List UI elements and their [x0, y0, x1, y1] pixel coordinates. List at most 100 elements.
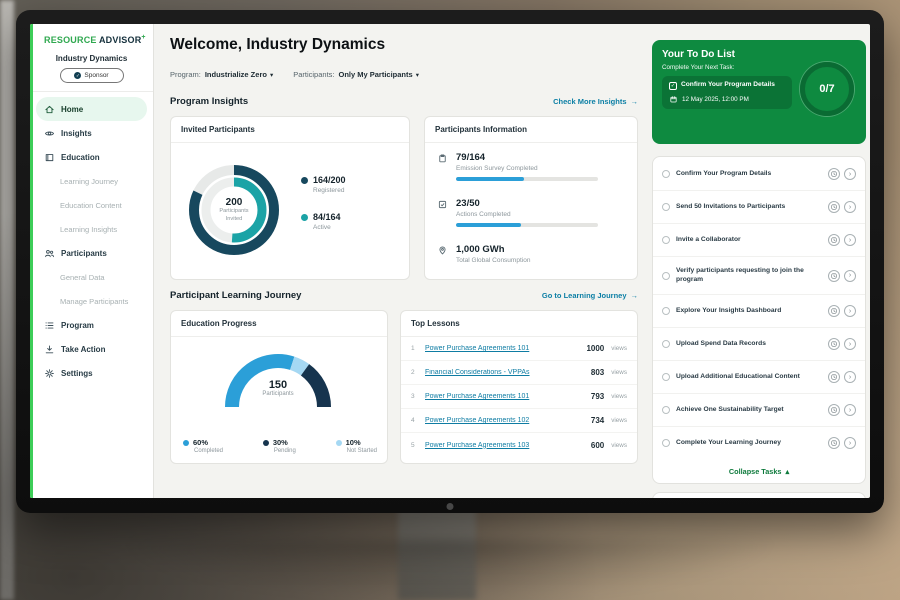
lesson-row: 5 Power Purchase Agreements 103 600 view…	[411, 440, 627, 450]
clock-icon	[828, 338, 840, 351]
arrow-right-icon: →	[630, 97, 639, 106]
legend-dot	[335, 439, 342, 446]
lesson-row: 2 Financial Considerations - VPPAs 803 v…	[401, 361, 637, 385]
legend-active: 84/164 Active	[301, 212, 346, 231]
task-row[interactable]: Upload Spend Data Records ›	[653, 328, 865, 362]
task-row[interactable]: Achieve One Sustainability Target ›	[653, 394, 865, 428]
task-radio[interactable]	[662, 373, 670, 382]
clock-icon	[828, 201, 840, 213]
sidebar-item-label: Settings	[61, 368, 93, 378]
sidebar-item-settings[interactable]: Settings	[30, 361, 153, 385]
lesson-link[interactable]: Financial Considerations - VPPAs	[425, 369, 530, 376]
main-content: Welcome, Industry Dynamics Program: Indu…	[154, 24, 652, 498]
todo-subtitle: Complete Your Next Task:	[662, 64, 735, 71]
invited-legend: 164/200 Registered 84/164 Active	[301, 175, 346, 231]
program-select[interactable]: Program: Industrialize Zero ▾	[170, 70, 273, 79]
gear-icon	[44, 368, 55, 379]
sidebar-item-take-action[interactable]: Take Action	[30, 337, 153, 361]
task-row[interactable]: Send 50 Invitations to Participants ›	[653, 191, 865, 224]
gauge-center-value: 150	[268, 379, 288, 391]
sidebar-item-education[interactable]: Education	[30, 145, 153, 169]
lesson-link[interactable]: Power Purchase Agreements 103	[425, 441, 530, 449]
legend-not-started: 10% Not Started	[335, 438, 377, 454]
todo-progress-value: 0/7	[819, 83, 835, 95]
task-row[interactable]: Upload Additional Educational Content ›	[653, 361, 865, 395]
task-radio[interactable]	[662, 340, 670, 349]
sidebar-item-program[interactable]: Program	[30, 313, 153, 337]
app-logo: RESOURCE ADVISOR+	[30, 24, 153, 45]
next-task-due: 12 May 2025, 12:00 PM	[669, 95, 785, 104]
legend-completed: 60% Completed	[183, 438, 223, 454]
clock-icon	[828, 168, 840, 180]
chevron-right-icon[interactable]: ›	[844, 269, 856, 282]
background-wall-strip	[0, 0, 14, 600]
chevron-right-icon[interactable]: ›	[844, 201, 856, 213]
task-row[interactable]: Complete Your Learning Journey ›	[653, 427, 865, 459]
task-row[interactable]: Invite a Collaborator ›	[653, 224, 865, 257]
chevron-right-icon[interactable]: ›	[844, 305, 856, 318]
clock-icon	[828, 371, 840, 384]
lesson-link[interactable]: Power Purchase Agreements 102	[425, 417, 530, 424]
task-row[interactable]: Verify participants requesting to join t…	[653, 257, 865, 296]
sidebar-item-education-content[interactable]: Education Content	[30, 193, 153, 217]
info-row-actions: 23/50 Actions Completed	[425, 189, 637, 235]
sidebar-item-label: General Data	[60, 272, 105, 282]
donut-center-label: Participants	[219, 208, 249, 215]
check-more-insights-link[interactable]: Check More Insights →	[553, 97, 638, 106]
sponsor-badge[interactable]: ✓ Sponsor	[59, 68, 124, 83]
go-to-learning-journey-link[interactable]: Go to Learning Journey →	[541, 291, 638, 300]
participants-value: Only My Participants	[338, 70, 413, 79]
book-icon	[44, 152, 55, 163]
emission-progress-bar	[456, 177, 598, 181]
legend-dot	[301, 176, 308, 184]
sidebar-item-label: Education Content	[60, 200, 122, 210]
lesson-link[interactable]: Power Purchase Agreements 101	[425, 393, 530, 400]
monitor-bezel: RESOURCE ADVISOR+ Industry Dynamics ✓ Sp…	[16, 10, 884, 513]
sidebar-item-learning-journey[interactable]: Learning Journey	[30, 169, 153, 193]
home-icon	[44, 104, 55, 115]
logo-plus: +	[141, 34, 146, 41]
task-radio[interactable]	[662, 307, 670, 316]
chevron-right-icon[interactable]: ›	[844, 338, 856, 351]
eye-icon	[44, 128, 55, 139]
participants-select[interactable]: Participants: Only My Participants ▾	[293, 70, 419, 79]
task-radio[interactable]	[662, 271, 670, 280]
sidebar-item-insights[interactable]: Insights	[30, 121, 153, 145]
logo-advisor: ADVISOR	[98, 35, 142, 45]
chevron-down-icon: ▾	[415, 71, 419, 79]
collapse-tasks-button[interactable]: Collapse Tasks ▴	[728, 467, 790, 477]
checklist-icon	[437, 199, 448, 227]
sidebar-item-label: Learning Insights	[60, 224, 118, 234]
program-label: Program:	[170, 70, 201, 79]
checkbox-icon[interactable]: ✓	[669, 82, 677, 90]
education-legend: 60% Completed 30% Pending 10% Not Starte…	[183, 438, 377, 454]
sidebar-item-label: Manage Participants	[60, 296, 129, 306]
chevron-right-icon[interactable]: ›	[844, 404, 856, 417]
chevron-right-icon[interactable]: ›	[844, 371, 856, 384]
task-radio[interactable]	[662, 439, 670, 448]
sidebar-item-learning-insights[interactable]: Learning Insights	[30, 217, 153, 241]
task-radio[interactable]	[662, 406, 670, 415]
next-task-box: ✓ Confirm Your Program Details 12 May 20…	[662, 76, 792, 109]
logo-resource: RESOURCE	[44, 35, 97, 45]
task-radio[interactable]	[662, 170, 670, 178]
calendar-icon	[669, 95, 678, 104]
chevron-right-icon[interactable]: ›	[844, 234, 856, 246]
task-row[interactable]: Explore Your Insights Dashboard ›	[653, 295, 865, 329]
card-title: Participants Information	[425, 117, 637, 143]
sidebar-nav: Home Insights Education Learning Journey…	[30, 97, 153, 385]
clipboard-icon	[437, 153, 448, 181]
sidebar-item-general-data[interactable]: General Data	[30, 265, 153, 289]
sidebar-item-manage-participants[interactable]: Manage Participants	[30, 289, 153, 313]
task-row[interactable]: Confirm Your Program Details ›	[653, 158, 865, 191]
task-radio[interactable]	[662, 236, 670, 244]
todo-task-list: Confirm Your Program Details › Send 50 I…	[652, 156, 866, 485]
chevron-right-icon[interactable]: ›	[844, 437, 856, 450]
task-radio[interactable]	[662, 203, 670, 211]
dashboard-screen: RESOURCE ADVISOR+ Industry Dynamics ✓ Sp…	[30, 24, 870, 498]
sidebar-item-participants[interactable]: Participants	[30, 241, 153, 265]
lesson-link[interactable]: Power Purchase Agreements 101	[425, 345, 530, 352]
chevron-right-icon[interactable]: ›	[844, 168, 856, 180]
sidebar-item-home[interactable]: Home	[36, 97, 147, 121]
section-title: Participant Learning Journey	[170, 290, 302, 301]
